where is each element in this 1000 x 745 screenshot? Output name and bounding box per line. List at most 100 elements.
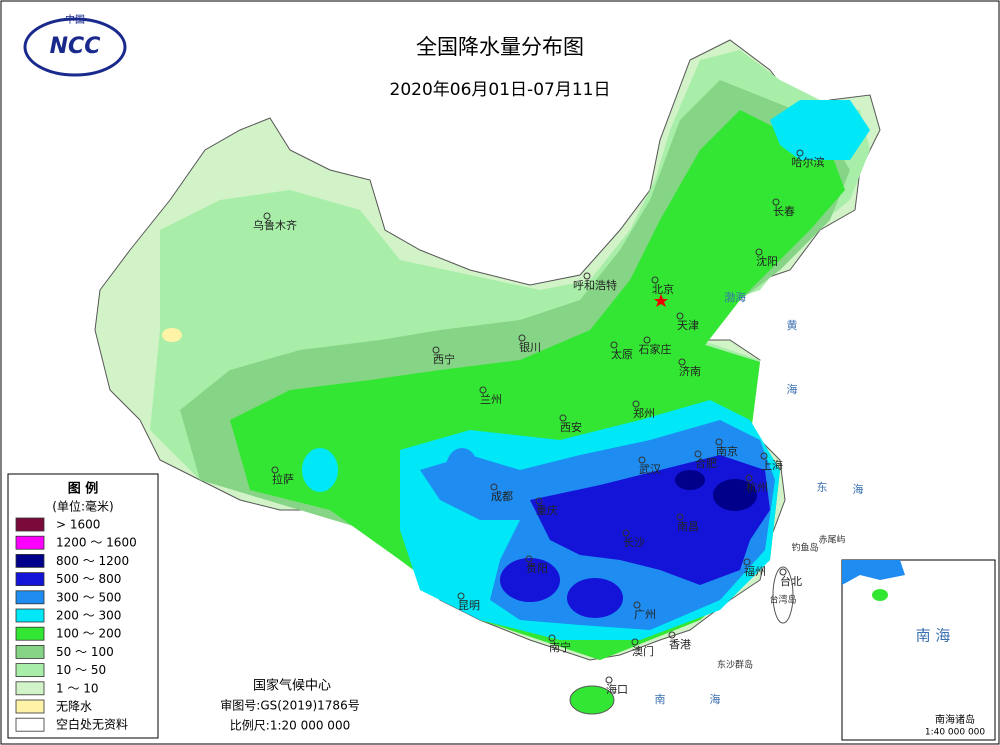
city-marker xyxy=(525,555,533,563)
island-label: 赤尾屿 xyxy=(818,535,845,546)
city-label: 拉萨 xyxy=(272,472,294,486)
rain-zone xyxy=(302,448,338,492)
rain-zone xyxy=(500,558,560,602)
legend-label: 300 ～ 500 xyxy=(56,590,121,604)
island-label: 东沙群岛 xyxy=(717,659,753,671)
city-marker xyxy=(676,312,684,320)
legend-label: 500 ～ 800 xyxy=(56,572,121,586)
city-label: 贵阳 xyxy=(526,562,548,575)
legend-swatch xyxy=(15,572,45,586)
legend-swatch xyxy=(15,717,45,732)
city-marker xyxy=(678,358,686,366)
city-label: 太原 xyxy=(611,348,633,361)
capital-star xyxy=(654,294,668,307)
island-label: 钓鱼岛 xyxy=(791,542,818,554)
island-shape xyxy=(772,566,794,624)
rain-zone xyxy=(567,578,623,618)
city-label: 长春 xyxy=(773,205,795,218)
legend-label: 空白处无资料 xyxy=(56,717,128,732)
inset-land xyxy=(842,560,905,585)
legend-swatch xyxy=(15,517,45,532)
city-marker xyxy=(643,336,651,344)
rain-zone xyxy=(162,328,182,342)
city-label: 成都 xyxy=(491,490,513,503)
legend-swatch xyxy=(15,608,45,623)
legend-swatch xyxy=(15,681,45,696)
legend-swatch xyxy=(15,699,45,714)
city-label: 郑州 xyxy=(633,406,655,420)
rain-zone xyxy=(446,448,478,488)
city-label: 乌鲁木齐 xyxy=(253,218,297,232)
footer-approval: 审图号:GS(2019)1786号 xyxy=(220,698,359,713)
city-label: 银川 xyxy=(519,340,541,354)
city-label: 南宁 xyxy=(549,640,571,654)
city-marker xyxy=(743,558,751,566)
city-marker xyxy=(745,474,753,482)
city-marker xyxy=(755,248,763,256)
legend-label: 1200 ～ 1600 xyxy=(56,536,137,550)
footer-scale: 比例尺:1:20 000 000 xyxy=(230,719,350,733)
sea-label: 黄 xyxy=(787,318,798,332)
title: 全国降水量分布图 xyxy=(416,35,584,59)
logo xyxy=(23,17,127,77)
legend-frame xyxy=(7,473,159,739)
island-shape xyxy=(569,685,615,715)
city-marker xyxy=(490,483,498,491)
subtitle: 2020年06月01日-07月11日 xyxy=(390,80,611,100)
city-marker xyxy=(548,634,556,642)
city-label: 上海 xyxy=(761,458,783,472)
inset-label: 南海诸岛 xyxy=(935,713,975,726)
footer-agency: 国家气候中心 xyxy=(253,678,331,694)
city-label: 北京 xyxy=(652,282,674,296)
city-label: 重庆 xyxy=(536,503,558,517)
legend-title: 图 例 xyxy=(68,481,99,497)
city-marker xyxy=(432,346,440,354)
legend-label: 200 ～ 300 xyxy=(56,609,121,623)
inset-frame xyxy=(841,559,996,741)
legend-label: 10 ～ 50 xyxy=(56,663,106,677)
logo-acronym: NCC xyxy=(50,34,101,59)
city-marker xyxy=(631,638,639,646)
city-label: 杭州 xyxy=(746,480,768,494)
city-marker xyxy=(263,212,271,220)
sea-label: 海 xyxy=(710,692,721,706)
inset-title: 南 海 xyxy=(916,627,951,645)
legend-swatch xyxy=(15,626,45,641)
inset-land xyxy=(872,589,888,601)
legend-label: 1 ～ 10 xyxy=(56,681,99,695)
city-label: 合肥 xyxy=(695,456,717,470)
city-label: 西安 xyxy=(560,420,582,434)
city-marker xyxy=(715,438,723,446)
city-label: 南昌 xyxy=(677,520,699,533)
legend-label: > 1600 xyxy=(56,518,100,532)
city-marker xyxy=(694,450,702,458)
legend-label: 800 ～ 1200 xyxy=(56,554,129,568)
city-marker xyxy=(676,513,684,521)
city-label: 海口 xyxy=(606,682,628,696)
city-label: 福州 xyxy=(744,564,766,578)
city-label: 长沙 xyxy=(623,536,645,549)
sea-label: 海 xyxy=(787,382,798,396)
city-label: 哈尔滨 xyxy=(792,155,825,169)
city-marker xyxy=(760,452,768,460)
city-label: 兰州 xyxy=(480,393,502,406)
city-label: 沈阳 xyxy=(756,254,778,268)
city-marker xyxy=(633,601,641,609)
city-marker xyxy=(457,592,465,600)
city-label: 西宁 xyxy=(433,352,455,366)
island-label: 台湾岛 xyxy=(769,594,796,606)
rain-zone xyxy=(675,470,705,490)
legend-swatch xyxy=(15,535,45,550)
rain-zone xyxy=(770,100,870,160)
city-label: 台北 xyxy=(780,574,802,588)
city-marker xyxy=(622,529,630,537)
legend-swatch xyxy=(15,554,45,568)
sea-label: 海 xyxy=(853,482,864,496)
city-marker xyxy=(583,272,591,280)
city-label: 呼和浩特 xyxy=(573,278,617,292)
rain-zone xyxy=(530,455,770,585)
sea-label: 东 xyxy=(817,481,828,494)
city-marker xyxy=(651,276,659,284)
